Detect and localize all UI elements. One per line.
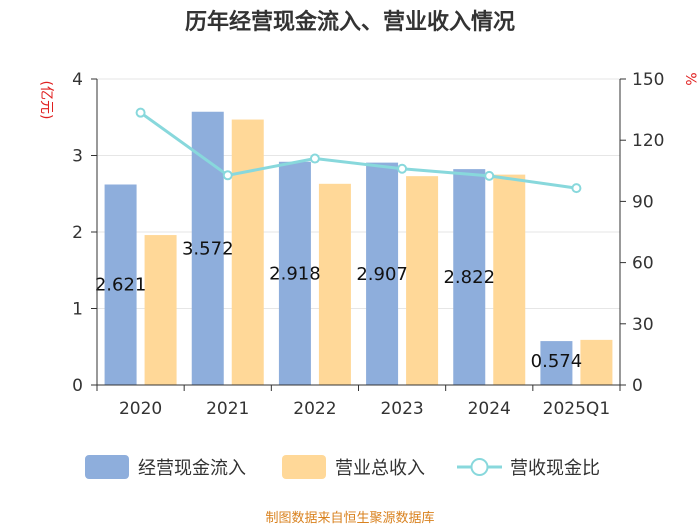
y-left-tick-label: 4	[72, 70, 83, 90]
legend-label-ratio: 营收现金比	[510, 458, 600, 479]
y-left-axis-label: (亿元)	[38, 81, 54, 120]
x-tick-label: 2020	[119, 399, 162, 419]
revenue-bar	[406, 176, 439, 385]
y-left-tick-label: 2	[72, 223, 83, 243]
y-right-tick-label: 0	[632, 376, 643, 396]
cash-ratio-point	[135, 107, 146, 118]
x-tick-label: 2025Q1	[543, 399, 610, 419]
y-right-tick-label: 90	[632, 192, 654, 212]
y-left-tick-label: 1	[72, 300, 83, 320]
data-label: 2.822	[443, 267, 495, 288]
y-right-axis-label: %	[682, 72, 698, 85]
data-label: 2.621	[95, 275, 147, 296]
x-tick-label: 2024	[468, 399, 511, 419]
legend-swatch-ratio-marker	[470, 458, 489, 476]
data-label: 0.574	[531, 351, 583, 372]
cash-ratio-point	[397, 163, 408, 174]
x-tick-label: 2022	[293, 399, 336, 419]
data-label: 2.918	[269, 263, 321, 284]
y-left-tick-label: 3	[72, 147, 83, 167]
data-label: 3.572	[182, 238, 234, 259]
legend-swatch-revenue	[282, 455, 326, 479]
cash-ratio-point	[484, 170, 495, 181]
y-right-tick-label: 30	[632, 315, 654, 335]
cash-inflow-bar	[540, 341, 573, 385]
source-note: 制图数据来自恒生聚源数据库	[265, 511, 435, 526]
y-right-tick-label: 150	[632, 70, 664, 90]
legend-label-cash-inflow: 经营现金流入	[138, 458, 246, 479]
y-right-tick-label: 60	[632, 254, 654, 274]
y-left-tick-label: 0	[72, 376, 83, 396]
data-label: 2.907	[356, 264, 408, 285]
x-tick-label: 2023	[380, 399, 423, 419]
cash-ratio-line	[139, 111, 577, 190]
cash-inflow-bar	[366, 162, 399, 385]
cash-ratio-point	[222, 170, 233, 181]
revenue-bar	[493, 174, 526, 385]
revenue-bar	[231, 119, 264, 386]
cash-inflow-bar	[453, 169, 486, 385]
cash-ratio-point	[571, 183, 582, 194]
legend-label-revenue: 营业总收入	[335, 458, 425, 479]
cash-ratio-point	[309, 153, 320, 164]
x-tick-label: 2021	[206, 399, 249, 419]
y-right-tick-label: 120	[632, 131, 664, 151]
revenue-bar	[144, 235, 177, 385]
cash-inflow-bar	[191, 111, 224, 385]
revenue-bar	[580, 339, 613, 385]
legend-swatch-cash-inflow	[85, 455, 129, 479]
cash-inflow-bar	[278, 161, 311, 385]
chart-title: 历年经营现金流入、营业收入情况	[184, 10, 515, 35]
cash-inflow-bar	[104, 184, 137, 385]
revenue-bar	[318, 183, 351, 385]
